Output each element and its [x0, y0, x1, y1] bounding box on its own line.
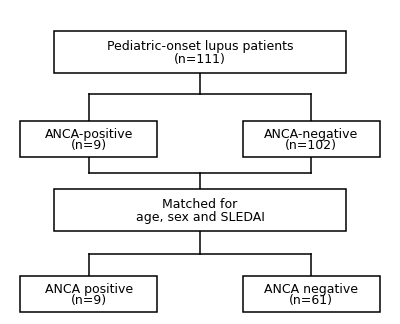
FancyBboxPatch shape — [20, 121, 157, 156]
Text: ANCA positive: ANCA positive — [44, 283, 133, 296]
Text: (n=102): (n=102) — [285, 139, 337, 152]
FancyBboxPatch shape — [54, 30, 346, 73]
Text: ANCA-negative: ANCA-negative — [264, 128, 358, 141]
Text: (n=111): (n=111) — [174, 52, 226, 66]
FancyBboxPatch shape — [20, 276, 157, 312]
Text: ANCA negative: ANCA negative — [264, 283, 358, 296]
Text: Matched for: Matched for — [162, 198, 238, 211]
Text: (n=9): (n=9) — [70, 139, 107, 152]
FancyBboxPatch shape — [54, 189, 346, 231]
FancyBboxPatch shape — [243, 276, 380, 312]
Text: ANCA-positive: ANCA-positive — [44, 128, 133, 141]
FancyBboxPatch shape — [243, 121, 380, 156]
Text: age, sex and SLEDAI: age, sex and SLEDAI — [136, 211, 264, 224]
Text: (n=9): (n=9) — [70, 294, 107, 307]
Text: Pediatric-onset lupus patients: Pediatric-onset lupus patients — [107, 40, 293, 52]
Text: (n=61): (n=61) — [289, 294, 333, 307]
